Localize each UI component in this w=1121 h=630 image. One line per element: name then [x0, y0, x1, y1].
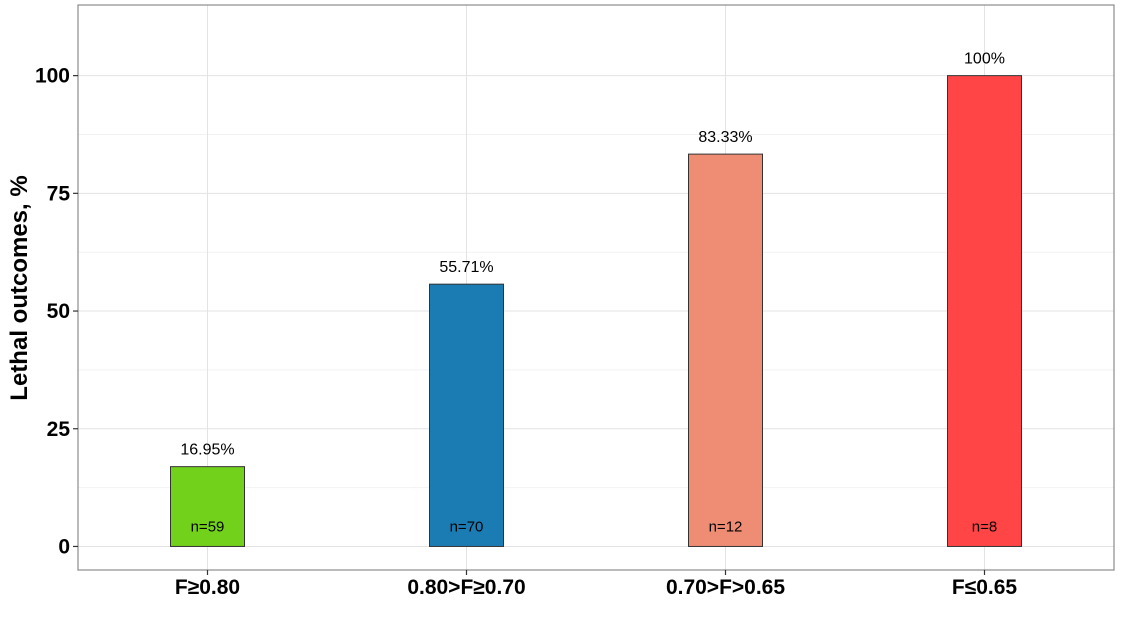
x-tick-label: F≥0.80: [175, 576, 240, 599]
x-tick-label: F≤0.65: [952, 576, 1018, 599]
plot-border: [77, 4, 1115, 571]
bar-1: [170, 466, 245, 547]
value-label-2: 55.71%: [439, 259, 493, 276]
value-label-4: 100%: [964, 51, 1005, 68]
bar-2: [429, 283, 504, 547]
y-axis-title: Lethal outcomes, %: [6, 175, 33, 400]
axes: 0 25 50 75 100 F≥0.80 0.80>F≥0.70 0.70>F>0.65 F≤…: [35, 4, 1115, 599]
bars: [170, 75, 1022, 547]
value-label-3: 83.33%: [698, 129, 752, 146]
y-tick-label: 0: [58, 535, 70, 558]
n-label-2: n=70: [450, 518, 484, 535]
bar-3: [688, 153, 763, 547]
data-labels: 16.95% n=59 55.71% n=70 83.33% n=12 100% n=8: [180, 51, 1005, 536]
n-label-1: n=59: [191, 518, 225, 535]
n-label-4: n=8: [972, 518, 997, 535]
y-tick-label: 75: [47, 182, 71, 205]
y-tick-label: 100: [35, 65, 70, 88]
bar-4: [947, 75, 1022, 547]
x-tick-label: 0.80>F≥0.70: [407, 576, 525, 599]
value-label-1: 16.95%: [180, 442, 234, 459]
y-tick-label: 25: [47, 418, 71, 441]
y-tick-label: 50: [47, 300, 70, 323]
n-label-3: n=12: [709, 518, 743, 535]
x-tick-label: 0.70>F>0.65: [666, 576, 785, 599]
